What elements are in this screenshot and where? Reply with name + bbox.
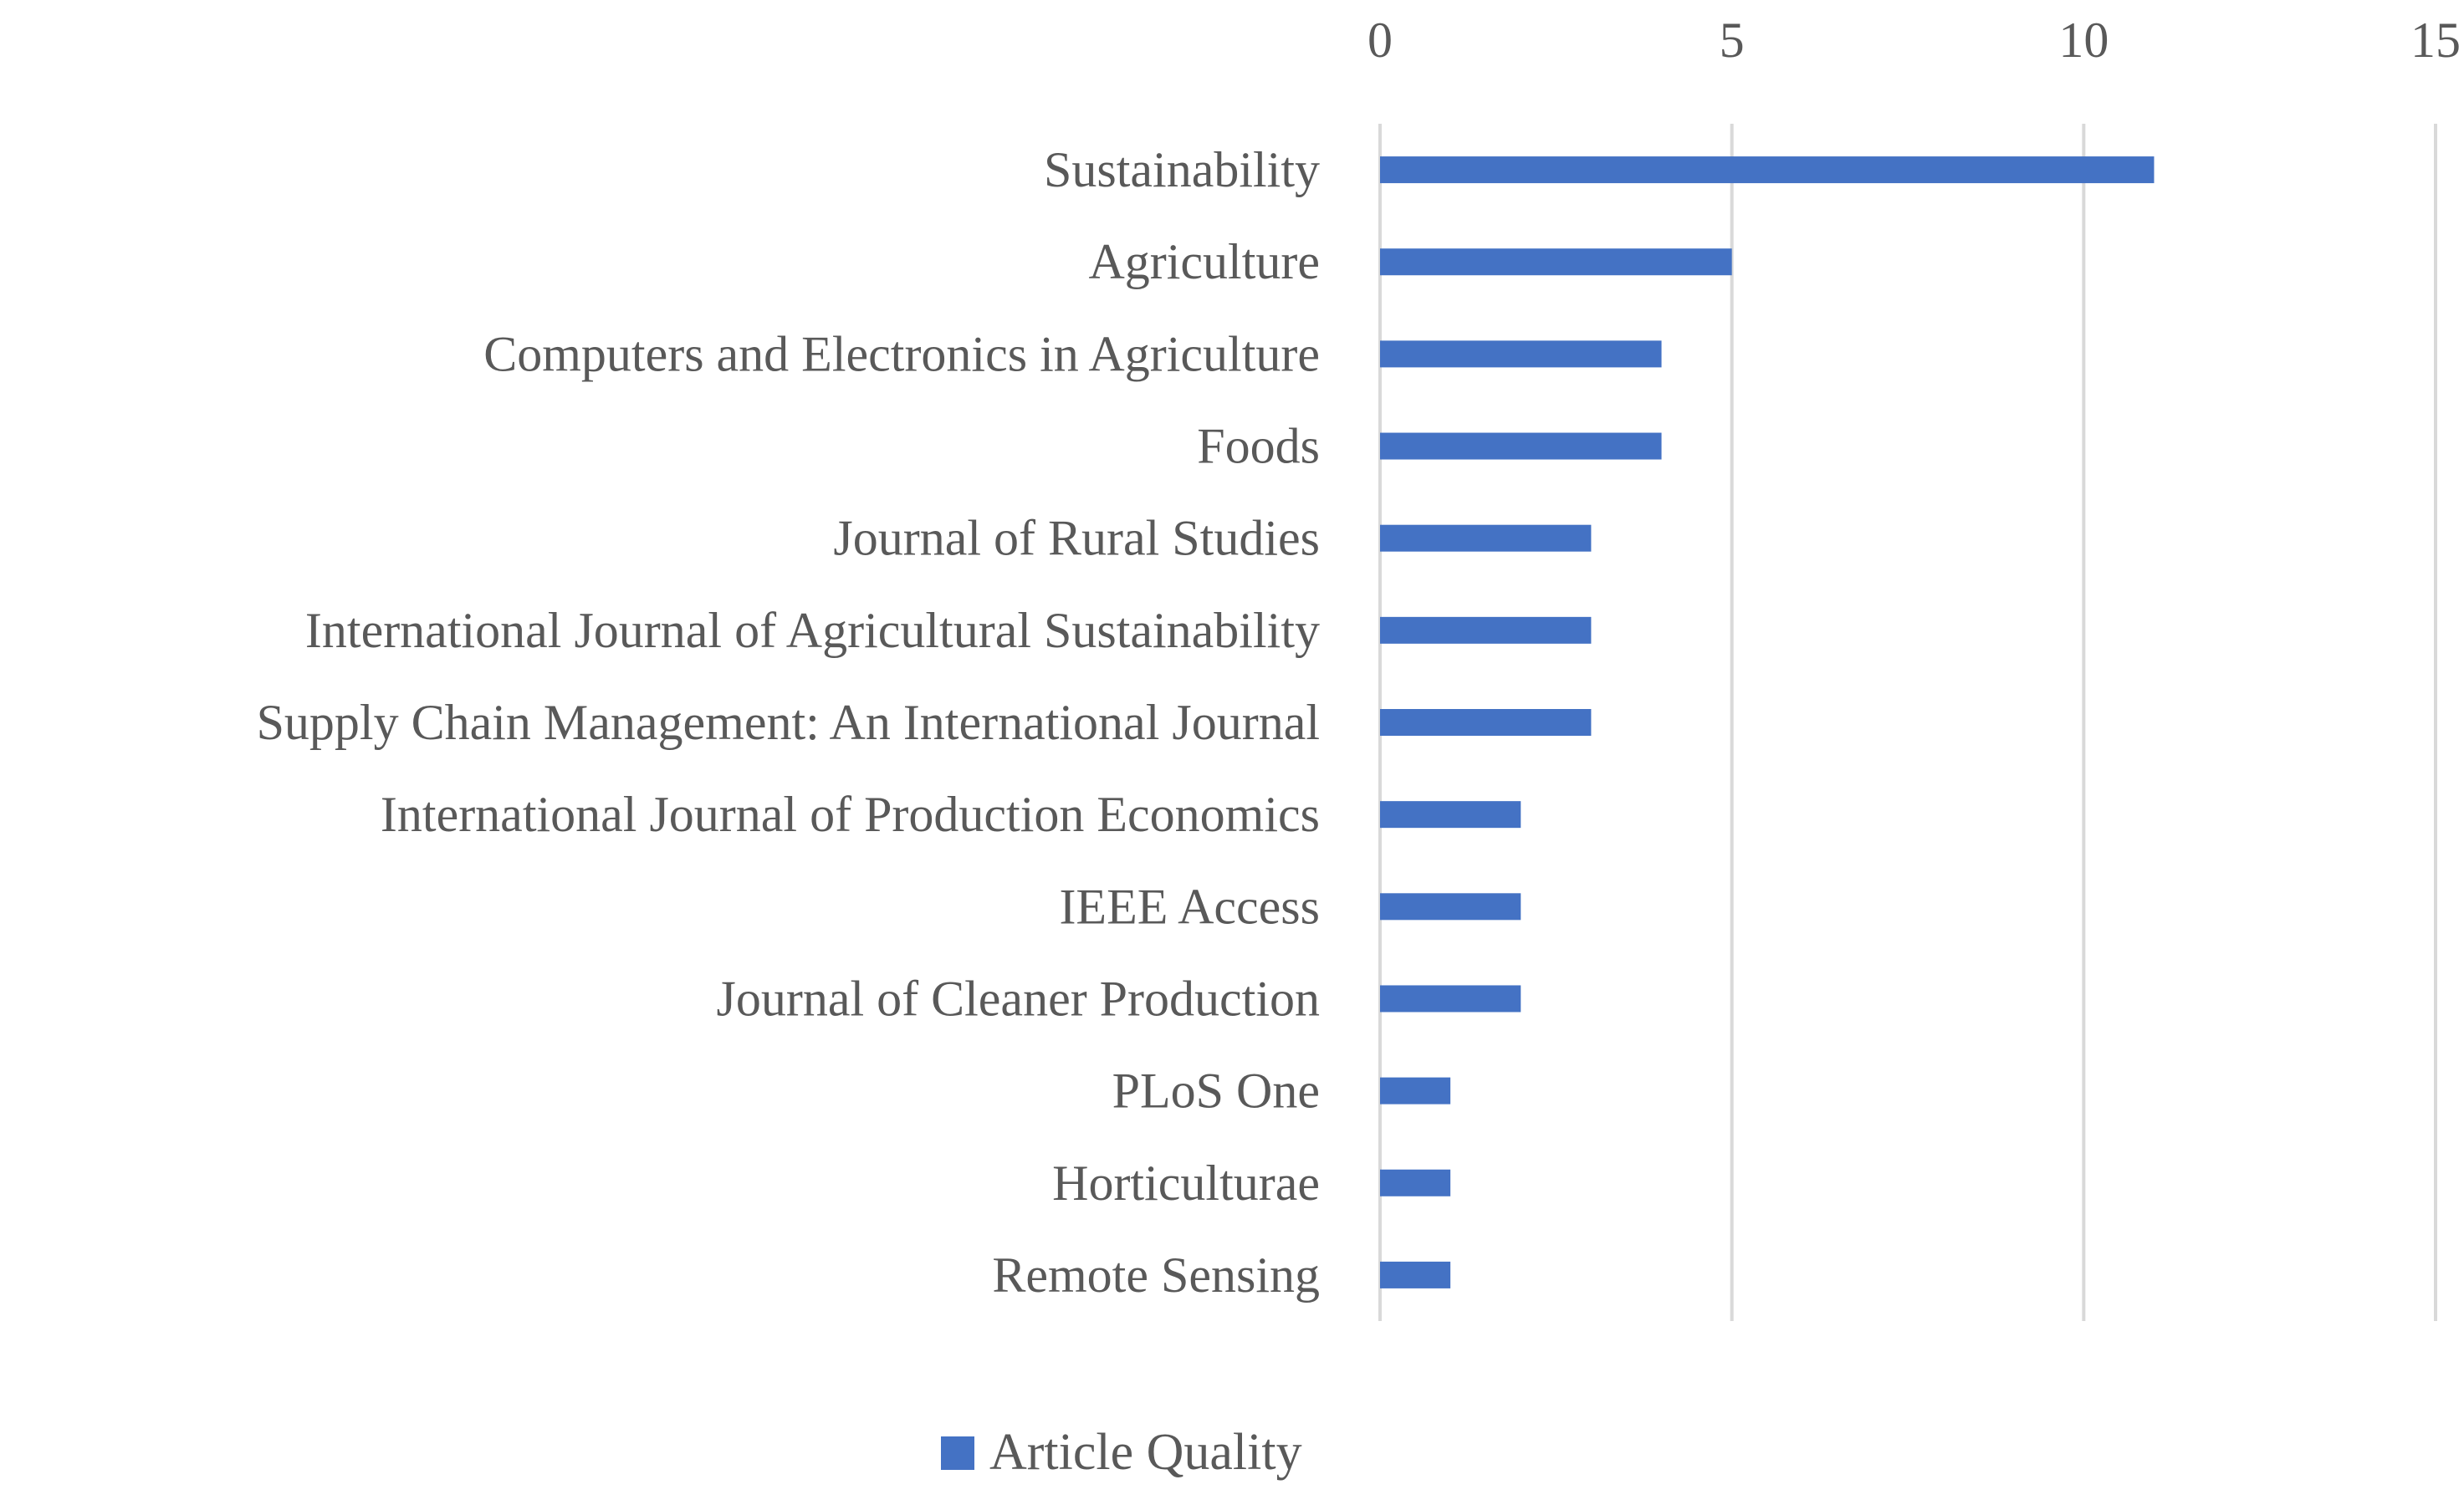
bar (1380, 156, 2155, 184)
category-label: Computers and Electronics in Agriculture (483, 326, 1320, 381)
bar (1380, 1169, 1451, 1196)
x-tick-label: 15 (2410, 13, 2461, 68)
bar (1380, 340, 1662, 368)
category-label: PLoS One (1112, 1064, 1320, 1119)
x-tick-label: 10 (2058, 13, 2109, 68)
x-tick-label: 0 (1367, 13, 1393, 68)
category-label: Sustainability (1044, 142, 1320, 197)
category-label: Remote Sensing (992, 1247, 1320, 1303)
legend: Article Quality (941, 1423, 1302, 1482)
category-label: Journal of Rural Studies (833, 511, 1320, 566)
category-label: Foods (1197, 419, 1320, 474)
category-label: Horticulturae (1052, 1156, 1320, 1211)
bar (1380, 524, 1592, 552)
x-tick-label: 5 (1720, 13, 1745, 68)
category-label: International Journal of Production Econ… (381, 787, 1320, 842)
category-label: Supply Chain Management: An Internationa… (257, 695, 1320, 750)
bar (1380, 709, 1592, 736)
legend-swatch (941, 1436, 974, 1470)
legend-label: Article Quality (989, 1424, 1302, 1481)
bar (1380, 1261, 1451, 1288)
category-label: Agriculture (1088, 234, 1320, 289)
category-label: Journal of Cleaner Production (717, 971, 1321, 1026)
bar (1380, 985, 1521, 1013)
bar (1380, 248, 1732, 276)
bar (1380, 893, 1521, 921)
bar (1380, 1077, 1451, 1105)
bar (1380, 432, 1662, 460)
category-label: International Journal of Agricultural Su… (305, 603, 1320, 658)
bar (1380, 801, 1521, 829)
bar (1380, 616, 1592, 644)
category-label: IEEE Access (1059, 879, 1320, 934)
